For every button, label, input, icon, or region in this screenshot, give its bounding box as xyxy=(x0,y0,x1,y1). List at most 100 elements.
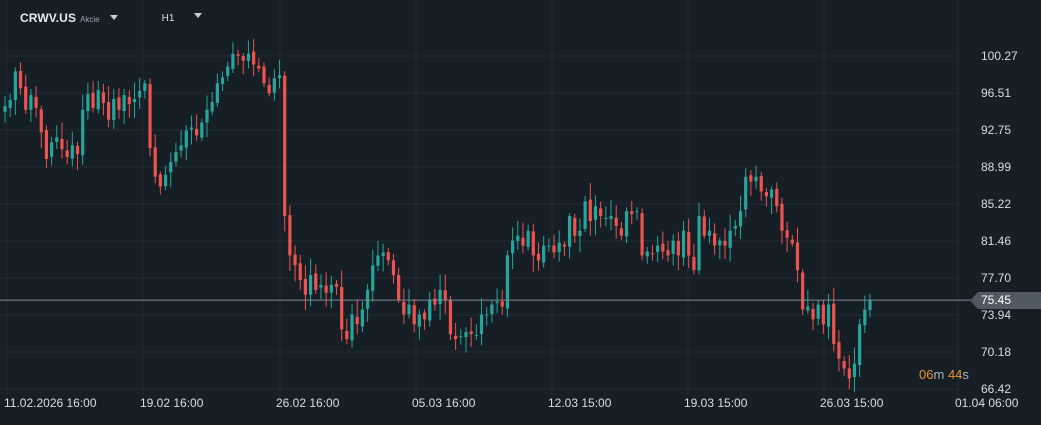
candle xyxy=(91,80,95,113)
candle xyxy=(816,300,820,326)
candle-body xyxy=(842,361,846,369)
candle xyxy=(702,209,706,239)
candle xyxy=(635,206,639,220)
candle xyxy=(360,301,365,333)
candle-body xyxy=(713,233,717,246)
symbol-selector[interactable]: CRWV.US Akcie xyxy=(20,11,118,25)
candle-body xyxy=(464,332,468,337)
candle xyxy=(101,83,106,116)
candle xyxy=(443,274,447,314)
candle-body xyxy=(8,99,12,108)
candle xyxy=(438,274,442,320)
candle-body xyxy=(433,298,437,305)
candle xyxy=(609,200,613,231)
timeframe-dropdown-caret-icon[interactable] xyxy=(194,12,203,18)
candle xyxy=(479,298,484,346)
timeframe-selector[interactable]: H1 xyxy=(162,12,203,24)
y-axis-tick-label: 73.94 xyxy=(981,308,1011,322)
candle xyxy=(464,326,468,353)
candle xyxy=(687,218,691,268)
candle-countdown: 06m 44s xyxy=(919,367,969,382)
candle xyxy=(759,171,763,201)
candle xyxy=(681,221,686,267)
candle xyxy=(619,221,623,241)
candle xyxy=(713,223,717,255)
candle xyxy=(189,115,194,145)
candle-body xyxy=(215,83,219,104)
candle-body xyxy=(319,284,323,288)
candle-body xyxy=(578,230,582,237)
candle-body xyxy=(153,147,157,177)
candle-body xyxy=(324,285,328,293)
candle xyxy=(179,129,183,158)
candle-body xyxy=(723,241,727,246)
candle-body xyxy=(350,314,354,341)
candle-body xyxy=(112,98,116,120)
candle-body xyxy=(614,217,618,226)
candle xyxy=(365,283,370,322)
candle xyxy=(298,254,302,290)
y-axis-tick-label: 77.70 xyxy=(981,271,1011,285)
candle xyxy=(536,242,541,271)
candle-body xyxy=(754,176,758,182)
candle xyxy=(267,77,271,97)
candle-body xyxy=(801,272,805,310)
candle xyxy=(614,205,618,239)
candle-body xyxy=(764,192,769,197)
candle-body xyxy=(60,138,64,150)
candle xyxy=(505,250,510,317)
candle-body xyxy=(738,211,743,227)
candle-body xyxy=(733,225,737,229)
y-axis-tick-label: 92.75 xyxy=(981,123,1011,137)
candle xyxy=(132,82,137,118)
candle xyxy=(143,79,147,99)
candle-body xyxy=(593,206,598,220)
candle-body xyxy=(200,122,204,138)
candle xyxy=(391,253,396,284)
candle-body xyxy=(495,301,499,303)
candle-body xyxy=(826,304,831,327)
candle xyxy=(801,269,805,315)
candle xyxy=(246,40,251,69)
candle-body xyxy=(661,243,665,252)
candle xyxy=(526,224,530,251)
candle-body xyxy=(96,90,100,110)
candle xyxy=(65,139,69,165)
candle xyxy=(397,267,401,304)
countdown-minutes: 06 xyxy=(919,367,934,382)
candle xyxy=(764,187,769,207)
candle xyxy=(153,134,157,184)
candle xyxy=(604,206,608,227)
candle xyxy=(75,141,80,170)
candle xyxy=(640,208,644,261)
candle-body xyxy=(91,92,95,108)
candle xyxy=(832,287,836,352)
candle xyxy=(754,165,758,189)
candle xyxy=(510,227,515,270)
candle-body xyxy=(262,66,266,84)
candle-body xyxy=(557,242,561,253)
candle-body xyxy=(365,289,370,309)
candle xyxy=(262,62,266,88)
candle-body xyxy=(184,130,188,148)
candle-body xyxy=(18,71,23,89)
candle xyxy=(308,258,313,307)
candle xyxy=(578,218,582,253)
candle xyxy=(303,265,308,311)
candle-body xyxy=(340,287,344,330)
candle-body xyxy=(391,260,396,276)
y-axis-tick-label: 70.18 xyxy=(981,345,1011,359)
candle xyxy=(417,309,421,340)
candle-body xyxy=(81,109,85,156)
candle-body xyxy=(681,230,686,258)
candle-body xyxy=(852,363,857,378)
candle-body xyxy=(516,235,520,241)
candle-body xyxy=(624,211,629,237)
candle xyxy=(495,288,499,314)
candle xyxy=(469,317,473,347)
candle xyxy=(148,78,152,157)
symbol-dropdown-caret-icon[interactable] xyxy=(109,15,118,20)
candle-body xyxy=(376,255,380,266)
